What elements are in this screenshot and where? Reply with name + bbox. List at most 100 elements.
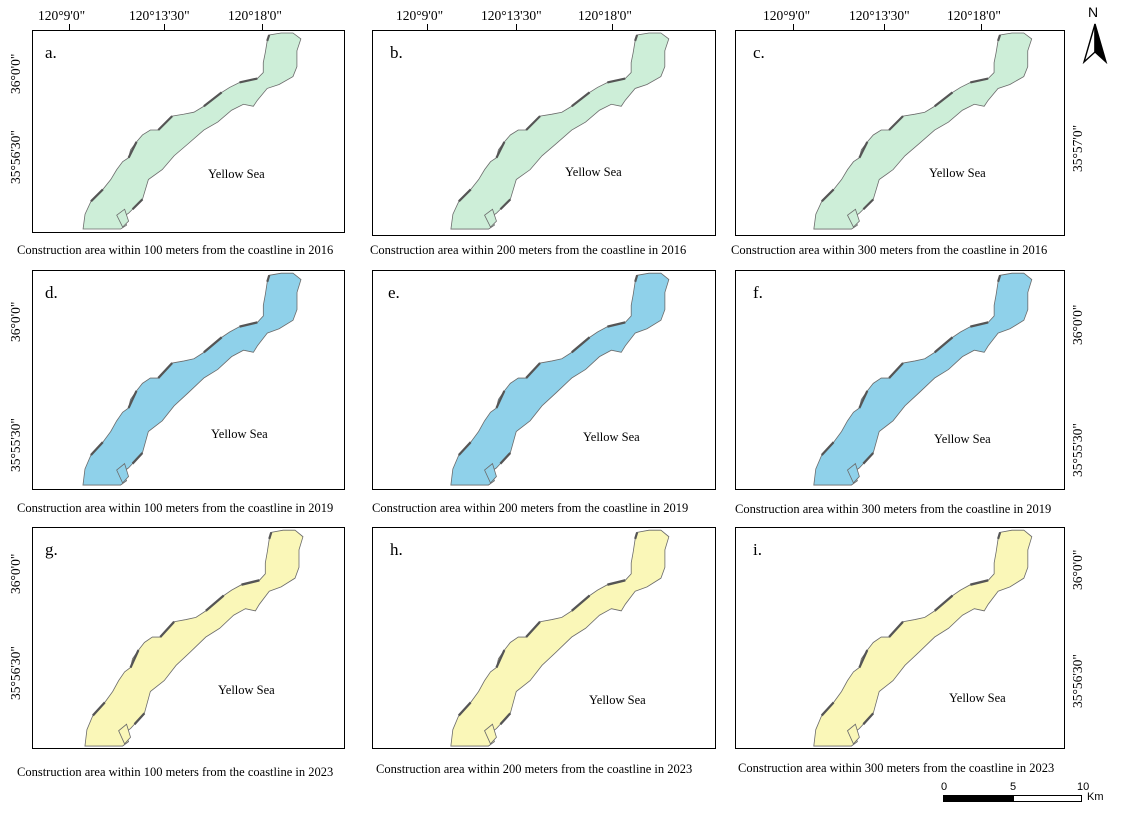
lat-label: 36°0'0" [8,553,23,594]
construction-area-mark [458,441,472,456]
map-panel-b: b. Yellow Sea [372,30,716,236]
island-shape [484,462,497,484]
construction-area-mark [92,701,106,717]
sea-label-f: Yellow Sea [934,432,991,446]
lon-tick [516,24,517,30]
lon-tick [427,24,428,30]
construction-area-mark [862,198,875,211]
island-shape [484,208,497,228]
coastline-map-b [450,32,670,230]
coastal-zone-shape [84,529,304,747]
construction-area-mark [203,336,223,354]
lat-label: 35°56'30" [8,130,23,184]
caption-e: Construction area within 200 meters from… [372,501,689,515]
construction-area-mark [970,321,989,328]
lon-label: 120°13'30" [481,8,542,23]
island-shape [484,723,497,745]
construction-area-mark [858,390,869,409]
map-panel-f: f. Yellow Sea [735,270,1065,490]
construction-area-mark [862,452,875,465]
map-panel-d: d. Yellow Sea [32,270,345,490]
lat-label: 36°0'0" [8,301,23,342]
construction-area-mark [888,362,904,379]
construction-area-mark [888,620,904,638]
scale-tick-5: 5 [1010,781,1017,793]
construction-area-mark [159,620,175,638]
construction-area-mark [607,321,626,328]
panel-label-a: a. [45,43,57,62]
lat-label-right: 35°55'30" [1070,423,1085,477]
lon-label: 120°9'0" [38,8,86,23]
sea-label-e: Yellow Sea [583,430,640,444]
lon-tick [612,24,613,30]
lon-tick [793,24,794,30]
coastline-map-a [82,32,302,230]
panel-label-d: d. [45,283,58,302]
lat-label-right: 35°56'30" [1070,654,1085,708]
construction-area-mark [634,274,639,283]
coastline-map-g [84,529,304,747]
construction-area-mark [90,188,104,203]
construction-area-mark [634,531,639,540]
lon-tick [884,24,885,30]
construction-area-mark [634,34,639,42]
construction-area-mark [239,321,258,328]
coastline-map-i [813,529,1033,747]
map-panel-c: c. Yellow Sea [735,30,1065,236]
panel-label-b: b. [390,43,403,62]
construction-area-mark [458,188,472,203]
coastline-map-e [450,272,670,486]
caption-a: Construction area within 100 meters from… [17,243,334,257]
caption-d: Construction area within 100 meters from… [17,501,334,515]
island-shape [116,208,130,228]
lon-tick [69,24,70,30]
island-shape [846,723,860,745]
lon-tick [981,24,982,30]
coastal-zone-shape [813,272,1033,486]
map-panel-a: a. Yellow Sea [32,30,345,233]
construction-area-mark [495,649,506,669]
construction-area-mark [458,701,472,717]
construction-area-mark [203,91,223,108]
lat-label-right: 36°0'0" [1070,549,1085,590]
lon-label: 120°13'30" [129,8,190,23]
lat-label-right: 36°0'0" [1070,304,1085,345]
sea-label-a: Yellow Sea [208,167,265,181]
panel-label-e: e. [388,283,400,302]
lat-label: 36°0'0" [8,53,23,94]
construction-area-mark [495,390,506,409]
construction-area-mark [820,701,835,717]
island-shape [116,462,130,484]
coastline-map-f [813,272,1033,486]
construction-area-mark [499,452,512,465]
coastal-zone-shape [813,32,1033,230]
map-panel-e: e. Yellow Sea [372,270,716,490]
coastal-zone-shape [82,32,302,230]
lon-label: 120°18'0" [228,8,282,23]
construction-area-mark [266,274,271,283]
sea-label-d: Yellow Sea [211,427,268,441]
construction-area-mark [157,115,173,131]
caption-f: Construction area within 300 meters from… [735,502,1052,516]
construction-area-mark [239,77,258,84]
caption-h: Construction area within 200 meters from… [376,762,693,776]
sea-label-g: Yellow Sea [218,683,275,697]
lon-label: 120°18'0" [947,8,1001,23]
coastal-zone-shape [82,272,302,486]
coastal-zone-shape [450,529,670,747]
construction-area-mark [268,531,273,540]
construction-area-mark [571,594,591,612]
construction-area-mark [820,188,835,203]
construction-area-mark [970,77,989,84]
lat-label: 35°56'30" [8,646,23,700]
sea-label-b: Yellow Sea [565,165,622,179]
lon-tick [164,24,165,30]
lat-label: 35°55'30" [8,418,23,472]
construction-area-mark [525,362,541,379]
lon-label: 120°9'0" [396,8,444,23]
sea-label-c: Yellow Sea [929,166,986,180]
map-panel-h: h. Yellow Sea [372,527,716,749]
scale-bar [943,795,1082,802]
sea-label-h: Yellow Sea [589,693,646,707]
coastline-map-d [82,272,302,486]
